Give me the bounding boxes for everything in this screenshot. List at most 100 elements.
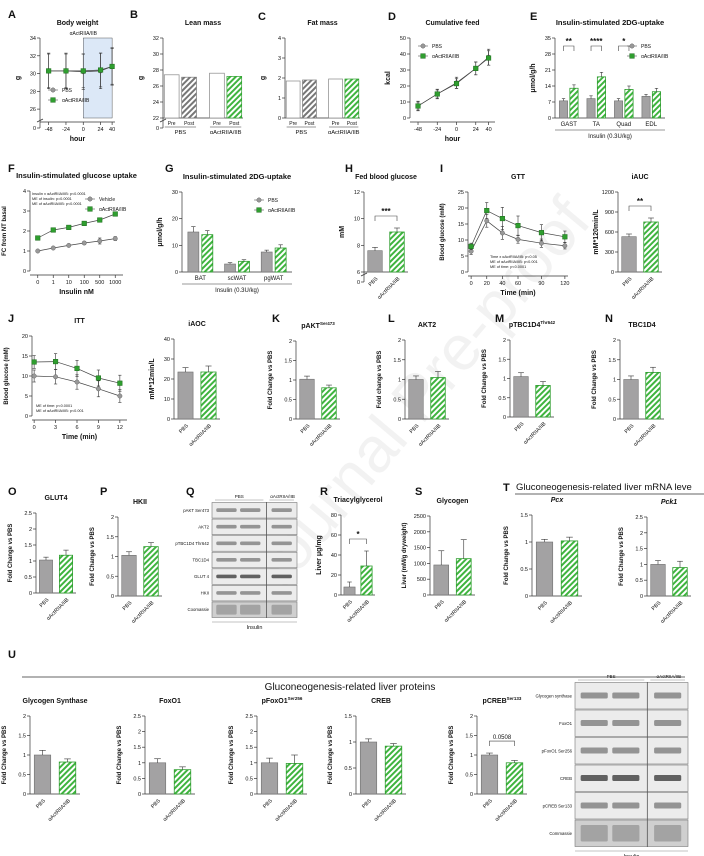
protein-band (216, 591, 237, 595)
y-tick-label: 20 (22, 334, 28, 340)
panel-label: L (388, 313, 395, 325)
data-point-square (97, 217, 103, 223)
chart-panel-u3: 0 0.5 1 1.5 2 2.5 Fold Change vs PBS pFoxO1Ser2… (229, 696, 307, 823)
y-tick-label: 22 (153, 116, 159, 122)
y-tick-label: 0.5 (284, 398, 292, 404)
x-tick-label: 3 (54, 425, 57, 431)
panel-label: P (100, 486, 107, 498)
chart-title: GLUT4 (45, 495, 68, 502)
y-axis-label: Fold Change vs PBS (449, 726, 455, 785)
y-tick-label: 5 (461, 254, 464, 260)
panel-label: O (8, 486, 17, 498)
bar-treatment (624, 89, 634, 119)
x-axis-label: Insulin (0.3U/kg) (588, 134, 632, 140)
series-line-treatment (470, 210, 565, 247)
chart-panel-t2: 0 0.5 1 1.5 2 2.5 Fold Change vs PBS Pck1 PBSαAc… (619, 499, 691, 625)
significance-bracket (489, 740, 515, 747)
protein-band (612, 774, 640, 781)
y-tick-label: 1 (278, 96, 281, 102)
blot-footer-label: Insulin (247, 625, 263, 631)
x-tick-label: 40 (109, 127, 115, 133)
legend-label: PBS (62, 88, 73, 94)
panel-label: T (503, 482, 510, 494)
panel-label: H (345, 163, 353, 175)
data-point-square (53, 359, 59, 365)
y-tick-label: 500 (417, 577, 426, 583)
y-axis-label: Fold Change vs PBS (482, 349, 488, 408)
y-tick-label: 40 (400, 52, 406, 58)
y-tick-label: 0.5 (520, 567, 528, 573)
x-tick-label: 24 (98, 127, 104, 133)
y-tick-label: 1.5 (18, 734, 26, 740)
y-tick-label: 1 (398, 378, 401, 384)
x-tick-label: 0 (82, 127, 85, 133)
bar-treatment (505, 762, 524, 795)
y-tick-label: 20 (172, 217, 178, 223)
x-tick-label: αActRIIA/IIB (373, 798, 398, 823)
y-tick-label: 5 (25, 394, 28, 400)
y-tick-label: 32 (30, 54, 36, 60)
y-axis-label: g (138, 76, 145, 80)
bar-pbs (621, 236, 637, 273)
y-tick-label: 10 (458, 238, 464, 244)
y-axis-label: g (260, 76, 267, 80)
y-tick-label: 1 (470, 753, 473, 759)
y-tick-label: 0.5 (106, 574, 114, 580)
y-tick-label: 32 (153, 36, 159, 42)
panel-label: J (8, 313, 14, 325)
data-point-square (117, 380, 123, 386)
blot-row-label: AKT2 (198, 524, 209, 529)
x-tick-label: PBS (178, 423, 190, 435)
data-point-circle (50, 245, 56, 251)
y-tick-label: 40 (331, 553, 337, 559)
western-blot-q: Q PBS αActRIIA/IIB pAKT Ser473 AKT2 pTBC1D4 T… (175, 486, 298, 631)
x-tick-label: PBS (368, 276, 380, 288)
chart-title: pFoxO1Ser256 (262, 696, 303, 705)
y-tick-label: 4 (278, 36, 281, 42)
protein-band (271, 541, 292, 546)
bar-pbs (623, 379, 639, 420)
data-point-square (95, 375, 101, 381)
blot-row-label: HKII (201, 591, 209, 596)
legend-label: PBS (641, 44, 652, 50)
chart-title: AKT2 (418, 322, 436, 329)
chart-title: Insulin-stimulated 2DG-uptake (556, 18, 664, 27)
panel-label: G (165, 163, 174, 175)
y-axis-label: Fold Change vs PBS (2, 726, 8, 785)
y-tick-label: 30 (153, 52, 159, 58)
y-tick-label: 1 (349, 740, 352, 746)
bar-treatment (455, 558, 472, 596)
y-tick-label: 0 (613, 417, 616, 423)
y-tick-label: 600 (605, 230, 614, 236)
significance-label: *** (381, 207, 391, 216)
x-tick-label: αActRIIA/IIB (47, 798, 72, 823)
x-tick-label: αActRIIA/IIB (494, 798, 519, 823)
x-tick-label: PBS (434, 599, 446, 611)
x-tick-label: αActRIIA/IIB (131, 600, 156, 625)
y-tick-label: 0.5 (245, 776, 253, 782)
significance-bracket (349, 538, 367, 544)
y-tick-label: 0 (175, 270, 178, 276)
blot-row-label: pFoxO1 Ser256 (542, 748, 573, 753)
data-point-circle (81, 240, 87, 246)
data-point-square (35, 235, 41, 241)
protein-band (654, 719, 682, 726)
chart-title: Lean mass (185, 20, 221, 27)
bar-pbs (177, 371, 194, 420)
chart-title: iAUC (631, 174, 648, 181)
y-axis-label: μmol/g/h (157, 217, 164, 246)
bar-pbs (586, 98, 596, 119)
y-tick-label: 28 (545, 52, 551, 58)
protein-band (240, 508, 261, 512)
x-tick-label: Pre (332, 121, 340, 127)
protein-band (271, 574, 292, 579)
chart-title: Fat mass (307, 20, 337, 27)
y-tick-label: 0.5 (465, 773, 473, 779)
protein-band (654, 825, 682, 842)
data-point-square (434, 91, 440, 97)
x-tick-label: PBS (624, 423, 636, 435)
